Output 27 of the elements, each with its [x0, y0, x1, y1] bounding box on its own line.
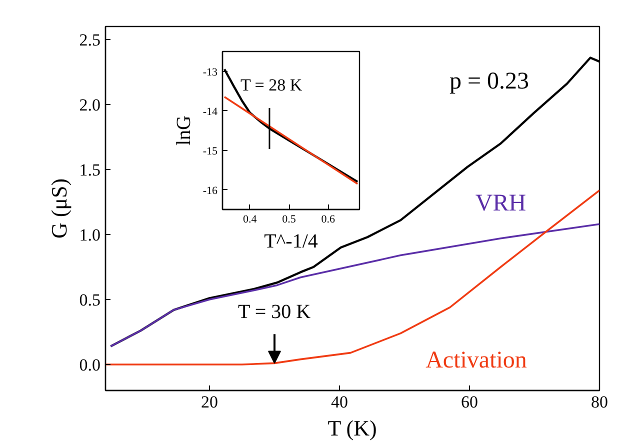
annotation: p = 0.23: [450, 68, 530, 94]
line-series: [110, 223, 600, 348]
y-tick-label: 2.5: [79, 30, 100, 50]
y-tick-label: 2.0: [79, 96, 100, 114]
x-tick-label: 40: [331, 392, 348, 412]
annotation: T = 28 K: [240, 76, 303, 95]
x-tick-label: 0.6: [321, 214, 336, 226]
x-tick-label: 60: [461, 392, 478, 412]
y-tick-label: 1.5: [79, 160, 100, 180]
y-tick-label: -15: [202, 145, 218, 158]
annotation: T = 30 K: [238, 301, 312, 324]
x-tick-label: 0.4: [243, 214, 258, 226]
y-tick-label: -16: [202, 184, 218, 197]
y-axis-title: G (μS): [46, 178, 72, 239]
y-tick-label: 0.0: [79, 356, 100, 374]
x-tick-label: 0.5: [282, 214, 296, 226]
y-axis-title: lnG: [172, 116, 195, 146]
x-tick-label: 20: [201, 392, 218, 412]
y-tick-label: 0.5: [79, 290, 100, 310]
y-tick-label: -14: [202, 106, 218, 118]
y-tick-label: 1.0: [79, 226, 100, 244]
x-tick-label: 80: [591, 392, 608, 412]
y-tick-label: -13: [202, 66, 218, 78]
series-label: Activation: [426, 347, 527, 374]
x-axis-title: T (K): [328, 416, 377, 440]
series-label: VRH: [475, 190, 526, 216]
x-axis-title: T^-1/4: [264, 230, 318, 252]
